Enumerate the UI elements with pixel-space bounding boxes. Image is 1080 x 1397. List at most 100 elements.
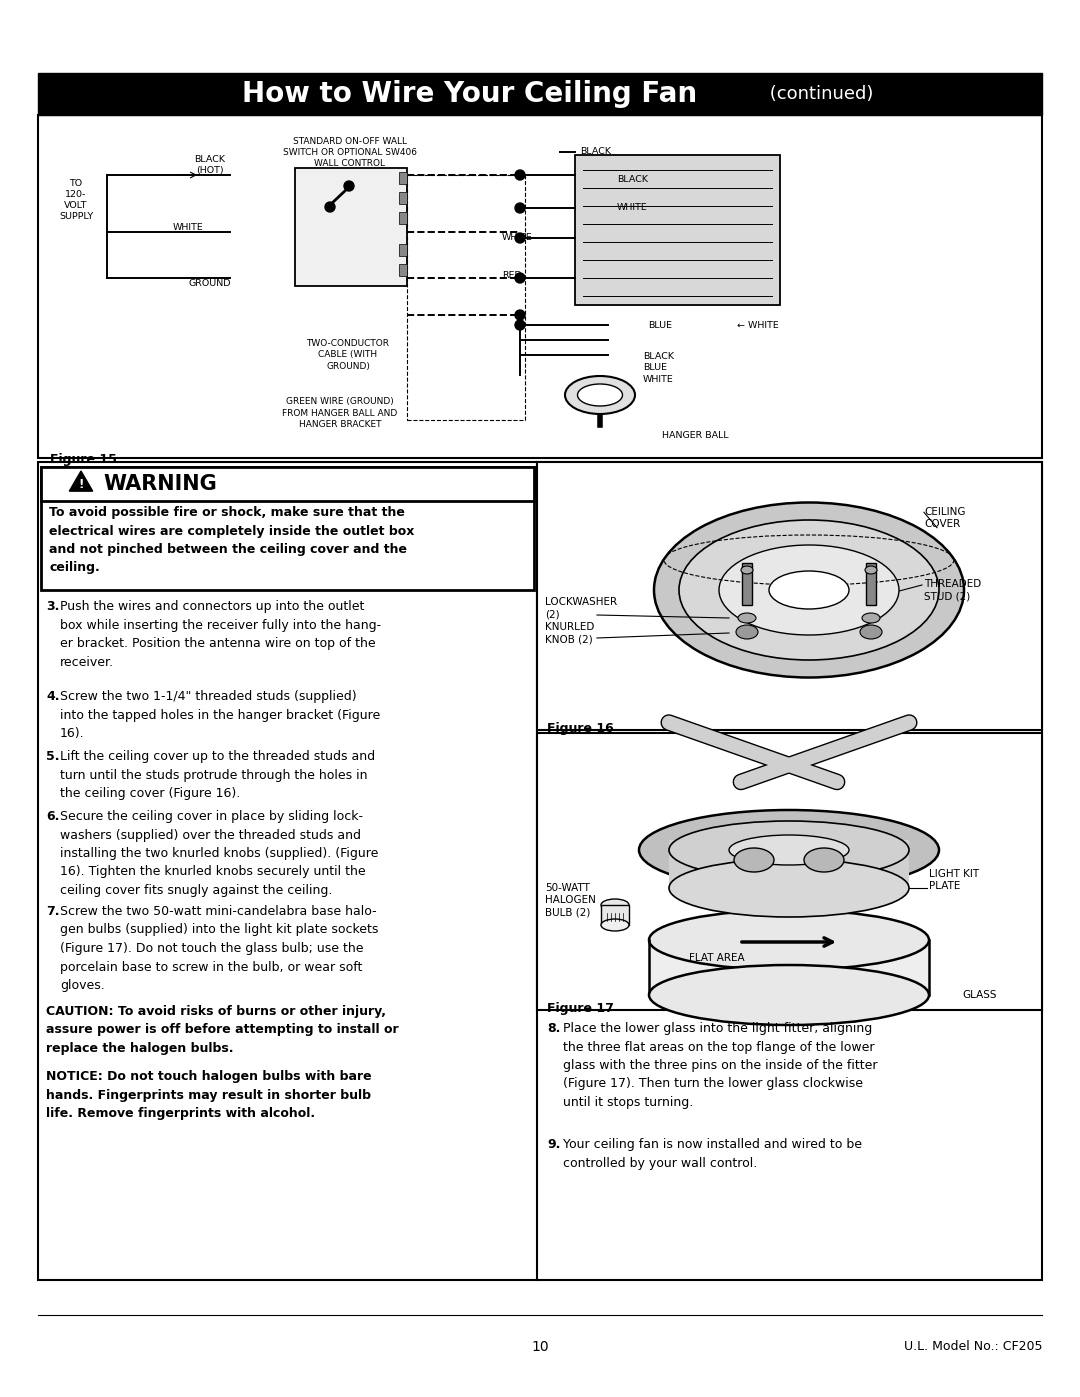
Ellipse shape [735, 624, 758, 638]
Text: Secure the ceiling cover in place by sliding lock-
washers (supplied) over the t: Secure the ceiling cover in place by sli… [60, 810, 378, 897]
Text: 5.: 5. [46, 750, 59, 763]
Bar [537, 462, 1042, 731]
Text: LOCKWASHER
(2): LOCKWASHER (2) [545, 597, 617, 619]
Text: Screw the two 1-1/4" threaded studs (supplied)
into the tapped holes in the hang: Screw the two 1-1/4" threaded studs (sup… [60, 690, 380, 740]
Text: Lift the ceiling cover up to the threaded studs and
turn until the studs protrud: Lift the ceiling cover up to the threade… [60, 750, 375, 800]
Bar [399, 244, 407, 256]
Text: 50-WATT
HALOGEN
BULB (2): 50-WATT HALOGEN BULB (2) [545, 883, 596, 918]
Bar [399, 172, 407, 184]
Text: 4.: 4. [46, 690, 59, 703]
Text: Figure 17: Figure 17 [546, 1002, 613, 1016]
FancyArrowPatch shape [732, 936, 847, 947]
Text: THREADED
STUD (2): THREADED STUD (2) [924, 578, 982, 601]
Ellipse shape [600, 900, 629, 911]
Bar [399, 191, 407, 204]
Circle shape [515, 203, 525, 212]
Ellipse shape [600, 919, 629, 930]
Text: 3.: 3. [46, 599, 59, 613]
Text: WARNING: WARNING [103, 474, 217, 495]
Ellipse shape [669, 821, 909, 879]
Ellipse shape [769, 571, 849, 609]
Text: BLUE: BLUE [648, 320, 672, 330]
Text: BLACK
(HOT): BLACK (HOT) [194, 155, 226, 175]
Bar [38, 462, 1042, 1280]
Bar [38, 73, 1042, 115]
Text: BLACK: BLACK [580, 148, 611, 156]
Bar [41, 467, 534, 590]
Bar [38, 115, 1042, 458]
Ellipse shape [741, 566, 753, 574]
Ellipse shape [734, 848, 774, 872]
Text: BLACK
BLUE
WHITE: BLACK BLUE WHITE [643, 352, 674, 384]
Text: Push the wires and connectors up into the outlet
box while inserting the receive: Push the wires and connectors up into th… [60, 599, 381, 669]
Text: HANGER BALL: HANGER BALL [662, 432, 728, 440]
Text: 9.: 9. [546, 1139, 561, 1151]
Text: LIGHT KIT
PLATE: LIGHT KIT PLATE [929, 869, 980, 891]
Ellipse shape [860, 624, 882, 638]
Ellipse shape [865, 566, 877, 574]
Text: WHITE: WHITE [502, 233, 532, 243]
Text: TO
120-
VOLT
SUPPLY: TO 120- VOLT SUPPLY [59, 179, 93, 221]
Text: ← WHITE: ← WHITE [737, 320, 779, 330]
Ellipse shape [719, 545, 899, 636]
Text: U.L. Model No.: CF205: U.L. Model No.: CF205 [904, 1341, 1042, 1354]
Bar [295, 168, 407, 286]
Ellipse shape [649, 965, 929, 1025]
Text: Place the lower glass into the light fitter, aligning
the three flat areas on th: Place the lower glass into the light fit… [563, 1023, 877, 1109]
Bar [669, 840, 909, 888]
Text: GROUND: GROUND [189, 278, 231, 288]
Bar [866, 563, 876, 605]
Text: How to Wire Your Ceiling Fan: How to Wire Your Ceiling Fan [242, 80, 698, 108]
Ellipse shape [679, 520, 939, 659]
Bar [649, 940, 929, 995]
Text: Figure 15: Figure 15 [50, 453, 117, 467]
Ellipse shape [578, 384, 622, 407]
Text: KNURLED
KNOB (2): KNURLED KNOB (2) [545, 622, 594, 644]
Ellipse shape [804, 848, 843, 872]
Text: WHITE: WHITE [173, 224, 203, 232]
Circle shape [325, 203, 335, 212]
Text: To avoid possible fire or shock, make sure that the
electrical wires are complet: To avoid possible fire or shock, make su… [49, 506, 415, 574]
Ellipse shape [565, 376, 635, 414]
Text: Your ceiling fan is now installed and wired to be
controlled by your wall contro: Your ceiling fan is now installed and wi… [563, 1139, 862, 1169]
Text: Screw the two 50-watt mini-candelabra base halo-
gen bulbs (supplied) into the l: Screw the two 50-watt mini-candelabra ba… [60, 905, 378, 992]
Circle shape [515, 233, 525, 243]
Text: CEILING
COVER: CEILING COVER [924, 507, 966, 529]
Text: 10: 10 [531, 1340, 549, 1354]
Text: STANDARD ON-OFF WALL
SWITCH OR OPTIONAL SW406
WALL CONTROL: STANDARD ON-OFF WALL SWITCH OR OPTIONAL … [283, 137, 417, 168]
Ellipse shape [649, 909, 929, 970]
Text: CAUTION: To avoid risks of burns or other injury,
assure power is off before att: CAUTION: To avoid risks of burns or othe… [46, 1004, 399, 1055]
Text: 6.: 6. [46, 810, 59, 823]
Bar [742, 563, 752, 605]
Text: RED: RED [502, 271, 522, 279]
Circle shape [515, 320, 525, 330]
Text: FLAT AREA: FLAT AREA [689, 953, 744, 963]
Polygon shape [69, 471, 93, 492]
Bar [575, 155, 780, 305]
Bar [41, 467, 534, 502]
Bar [537, 733, 1042, 1010]
Ellipse shape [669, 859, 909, 916]
Text: Figure 16: Figure 16 [546, 722, 613, 735]
Text: WHITE: WHITE [617, 204, 648, 212]
Circle shape [515, 170, 525, 180]
Text: 8.: 8. [546, 1023, 561, 1035]
Text: 7.: 7. [46, 905, 59, 918]
Ellipse shape [729, 835, 849, 865]
Bar [600, 905, 629, 925]
Ellipse shape [639, 810, 939, 890]
Text: BLACK: BLACK [617, 176, 648, 184]
Circle shape [515, 310, 525, 320]
Text: GREEN WIRE (GROUND)
FROM HANGER BALL AND
HANGER BRACKET: GREEN WIRE (GROUND) FROM HANGER BALL AND… [282, 397, 397, 429]
Ellipse shape [862, 613, 880, 623]
Text: (continued): (continued) [764, 85, 873, 103]
Ellipse shape [654, 503, 964, 678]
Text: TWO-CONDUCTOR
CABLE (WITH
GROUND): TWO-CONDUCTOR CABLE (WITH GROUND) [307, 339, 390, 370]
Ellipse shape [738, 613, 756, 623]
Bar [407, 175, 525, 420]
Circle shape [515, 272, 525, 284]
Bar [399, 264, 407, 277]
Text: GLASS: GLASS [962, 990, 997, 1000]
Text: !: ! [79, 479, 83, 492]
Text: NOTICE: Do not touch halogen bulbs with bare
hands. Fingerprints may result in s: NOTICE: Do not touch halogen bulbs with … [46, 1070, 372, 1120]
